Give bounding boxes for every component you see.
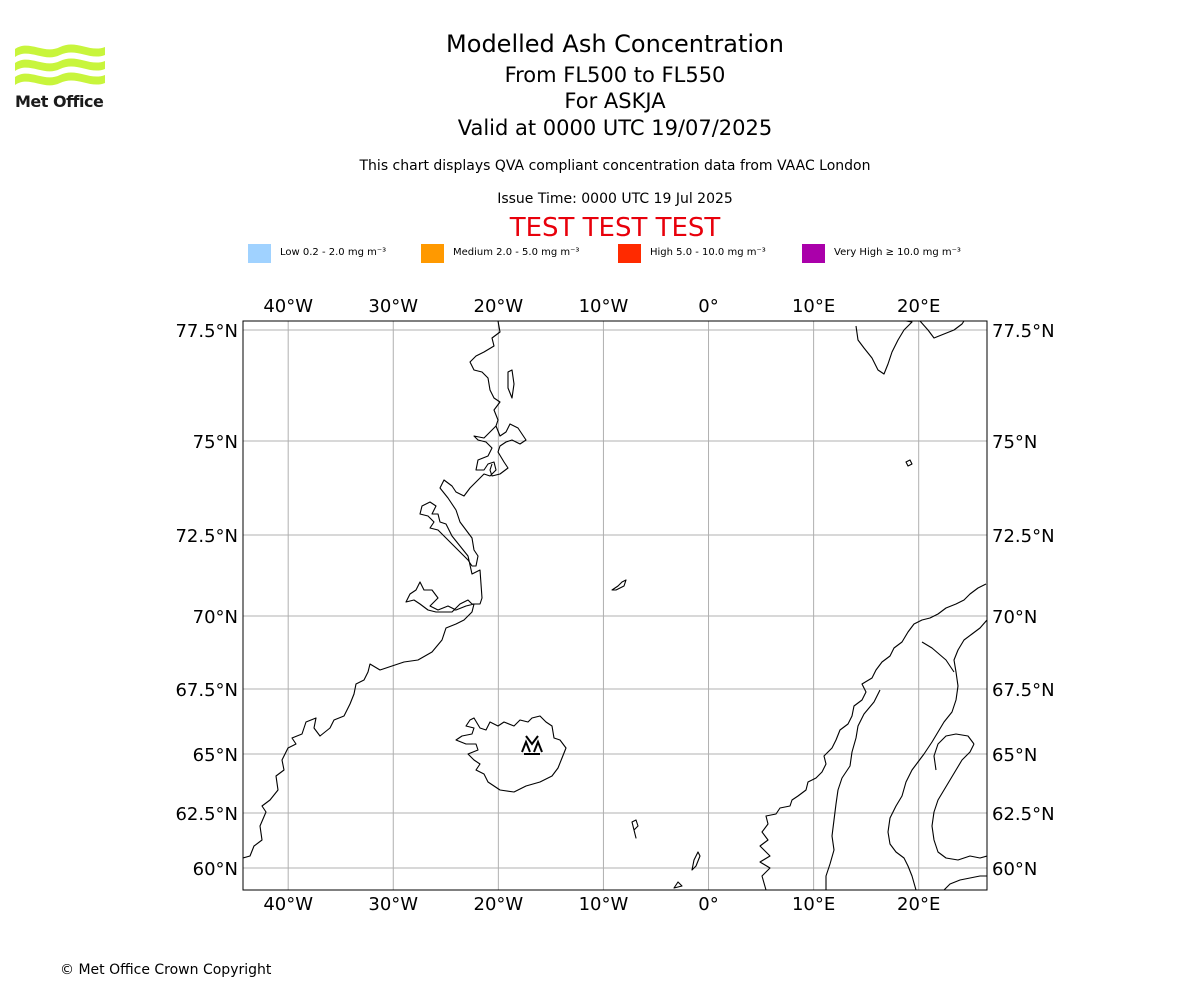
graticule <box>243 321 987 890</box>
lon-tick-label-top: 40°W <box>263 296 313 317</box>
norway-sweden-inland <box>825 689 881 890</box>
finland-coast <box>931 743 987 861</box>
met-office-logo <box>15 44 105 86</box>
greenland-inlet <box>507 369 515 399</box>
flight-level-range: From FL500 to FL550 <box>504 63 726 87</box>
lon-tick-label-bottom: 10°W <box>579 894 629 915</box>
chart-subtitle: This chart displays QVA compliant concen… <box>359 158 871 174</box>
lon-tick-label-bottom: 20°E <box>897 894 940 915</box>
legend-label-high: High 5.0 - 10.0 mg m⁻³ <box>650 247 766 258</box>
volcano-icon <box>521 735 543 755</box>
jan-mayen <box>611 579 627 591</box>
lat-tick-label-right: 72.5°N <box>992 526 1055 547</box>
lon-tick-label-top: 20°E <box>897 296 940 317</box>
baltic-coast <box>943 875 987 890</box>
issue-time: Issue Time: 0000 UTC 19 Jul 2025 <box>497 191 733 207</box>
faroe-islands <box>631 819 639 839</box>
shetland <box>691 851 701 871</box>
lon-tick-label-top: 0° <box>698 296 718 317</box>
legend-swatch-low <box>248 244 271 263</box>
orkney <box>673 881 683 889</box>
sweden-finland-border <box>921 641 955 673</box>
chart-title: Modelled Ash Concentration <box>446 30 784 58</box>
lat-tick-label-right: 77.5°N <box>992 321 1055 342</box>
coastlines <box>243 321 987 890</box>
lon-tick-label-bottom: 20°W <box>474 894 524 915</box>
lat-tick-label-left: 70°N <box>193 607 238 628</box>
lat-tick-label-right: 65°N <box>992 745 1037 766</box>
test-banner: TEST TEST TEST <box>509 213 721 243</box>
lat-tick-label-right: 67.5°N <box>992 680 1055 701</box>
map-frame <box>242 320 988 891</box>
gulf-of-bothnia-west <box>933 733 975 771</box>
lat-tick-label-left: 65°N <box>193 745 238 766</box>
norway-coast <box>759 583 987 890</box>
lat-tick-label-left: 75°N <box>193 432 238 453</box>
lon-tick-label-bottom: 30°W <box>368 894 418 915</box>
iceland-coast <box>455 715 567 793</box>
copyright-notice: © Met Office Crown Copyright <box>60 962 272 978</box>
lat-tick-label-left: 67.5°N <box>175 680 238 701</box>
lon-tick-label-bottom: 0° <box>698 894 718 915</box>
lon-tick-label-top: 30°W <box>368 296 418 317</box>
lon-tick-label-top: 20°W <box>474 296 524 317</box>
lat-tick-label-right: 70°N <box>992 607 1037 628</box>
legend-swatch-high <box>618 244 641 263</box>
lon-tick-label-top: 10°W <box>579 296 629 317</box>
svalbard <box>855 321 965 375</box>
lat-tick-label-left: 60°N <box>193 859 238 880</box>
legend-label-very-high: Very High ≥ 10.0 mg m⁻³ <box>834 247 961 258</box>
greenland-coast <box>243 423 527 859</box>
valid-time: Valid at 0000 UTC 19/07/2025 <box>457 116 773 140</box>
lon-tick-label-bottom: 40°W <box>263 894 313 915</box>
lon-tick-label-bottom: 10°E <box>792 894 835 915</box>
legend-label-medium: Medium 2.0 - 5.0 mg m⁻³ <box>453 247 580 258</box>
legend-swatch-very-high <box>802 244 825 263</box>
legend-label-low: Low 0.2 - 2.0 mg m⁻³ <box>280 247 387 258</box>
volcano-name-line: For ASKJA <box>564 89 666 113</box>
lat-tick-label-right: 62.5°N <box>992 804 1055 825</box>
greenland-coast-north <box>469 321 501 471</box>
lat-tick-label-right: 60°N <box>992 859 1037 880</box>
lat-tick-label-left: 62.5°N <box>175 804 238 825</box>
bear-island <box>905 459 913 467</box>
lat-tick-label-left: 72.5°N <box>175 526 238 547</box>
lat-tick-label-right: 75°N <box>992 432 1037 453</box>
lon-tick-label-top: 10°E <box>792 296 835 317</box>
logo-wordmark: Met Office <box>15 92 104 111</box>
legend-swatch-medium <box>421 244 444 263</box>
lat-tick-label-left: 77.5°N <box>175 321 238 342</box>
